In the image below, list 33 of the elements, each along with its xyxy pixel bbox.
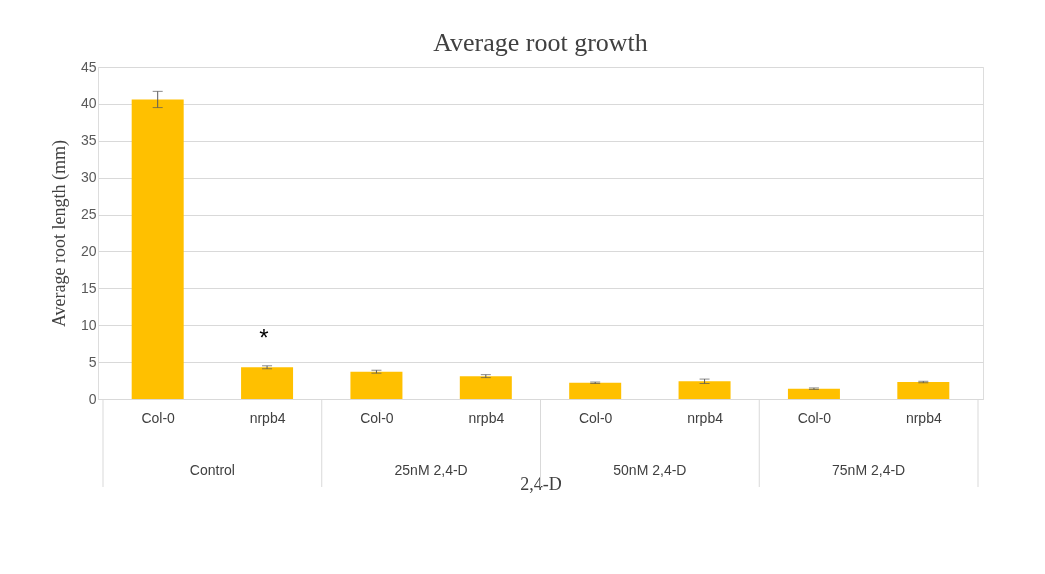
bar — [569, 382, 622, 399]
text: Control — [189, 462, 235, 478]
y-tick-label: 0 — [88, 390, 97, 407]
x-tick-label: Col-0 — [578, 409, 613, 426]
y-tick-label: 10 — [80, 316, 97, 333]
x-tick-label: nrpb4 — [249, 409, 286, 426]
text: 75nM 2,4-D — [832, 462, 906, 478]
bar — [131, 99, 184, 399]
y-tick-label: 35 — [80, 132, 97, 149]
y-tick-label: 20 — [80, 242, 97, 259]
y-tick-label: 25 — [80, 206, 97, 223]
bar — [241, 367, 294, 399]
y-tick-label: 45 — [80, 58, 97, 75]
y-axis-title: Average root length (mm) — [48, 139, 70, 328]
annotation: * — [259, 324, 269, 352]
y-tick-label: 15 — [80, 279, 97, 296]
x-tick-label: Col-0 — [141, 409, 176, 426]
x-tick-label: nrpb4 — [468, 409, 505, 426]
text: 25nM 2,4-D — [394, 462, 468, 478]
y-tick-label: 30 — [80, 169, 97, 186]
bar — [897, 382, 950, 399]
y-tick-label: 40 — [80, 95, 97, 112]
y-tick-label: 5 — [88, 353, 97, 370]
text: 50nM 2,4-D — [613, 462, 687, 478]
bar — [350, 371, 403, 399]
bar — [787, 388, 840, 399]
x-tick-label: Col-0 — [797, 409, 832, 426]
bar — [678, 381, 731, 399]
x-tick-label: nrpb4 — [905, 409, 942, 426]
x-tick-label: nrpb4 — [687, 409, 724, 426]
bar — [459, 376, 512, 399]
chart-title: Average root growth — [433, 28, 648, 57]
x-tick-label: Col-0 — [360, 409, 394, 426]
